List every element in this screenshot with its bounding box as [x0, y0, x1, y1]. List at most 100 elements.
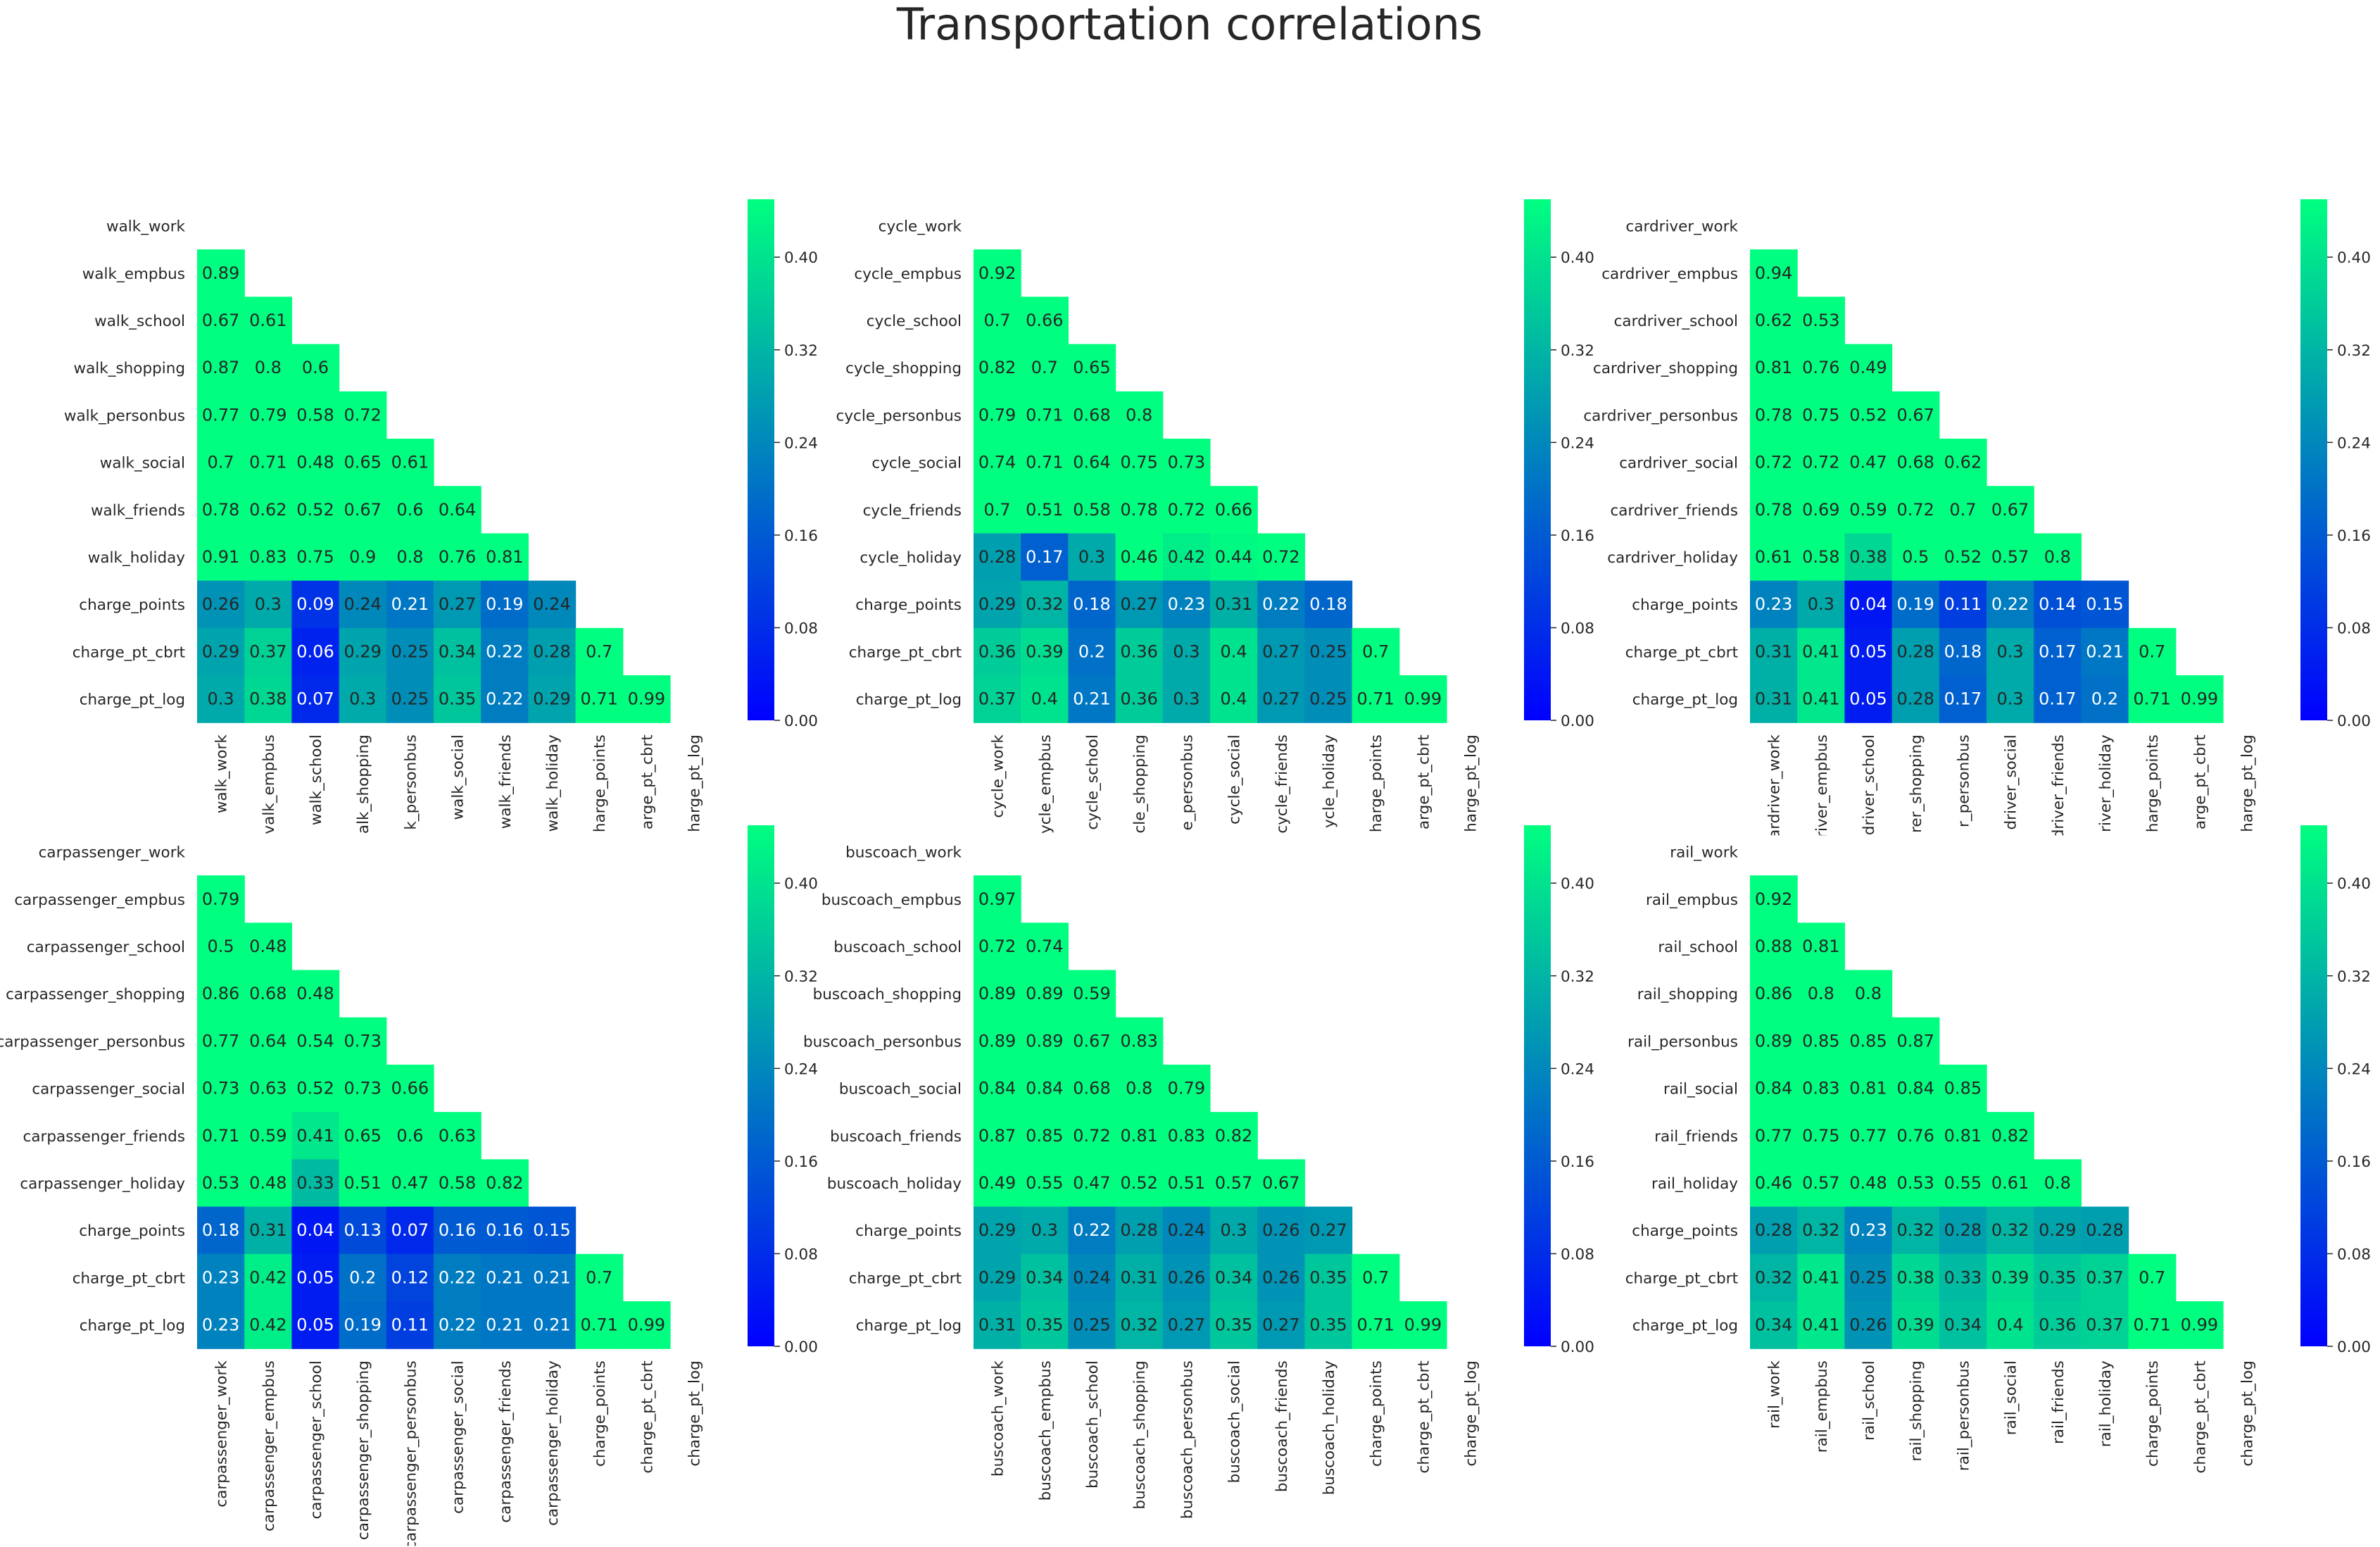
cell-value-label: 0.24	[533, 594, 570, 614]
heatmap-cell	[1304, 627, 1353, 676]
cell-value-label: 0.46	[1120, 547, 1157, 567]
heatmap-cell	[974, 1206, 1021, 1255]
heatmap-cell	[339, 627, 387, 676]
cell-value-label: 0.7	[984, 311, 1011, 330]
cell-value-label: 0.72	[1168, 500, 1205, 520]
cell-value-label: 0.32	[1896, 1220, 1934, 1240]
cell-value-label: 0.21	[391, 594, 429, 614]
heatmap-cell	[1257, 1253, 1305, 1302]
heatmap-cell	[622, 1301, 671, 1349]
column-tick-label: carpassenger_social	[450, 1360, 467, 1514]
row-tick-label: cycle_holiday	[860, 549, 962, 567]
heatmap-cell	[244, 1065, 292, 1113]
colorbar	[2300, 825, 2327, 1346]
cell-value-label: 0.9	[349, 547, 376, 567]
cell-value-label: 0.33	[296, 1173, 334, 1193]
heatmap-cell	[1210, 1159, 1258, 1208]
cell-value-label: 0.25	[391, 689, 429, 709]
colorbar-tick-label: 0.16	[2337, 527, 2371, 545]
heatmap-cell	[974, 1017, 1021, 1065]
cell-value-label: 0.74	[978, 453, 1016, 472]
colorbar-tick-label: 0.08	[2337, 1246, 2371, 1263]
row-tick-label: charge_pt_cbrt	[1625, 644, 1738, 661]
heatmap-cell	[1257, 1301, 1305, 1349]
heatmap-cell	[528, 627, 577, 676]
cell-value-label: 0.71	[2133, 1315, 2170, 1335]
row-tick-label: rail_personbus	[1627, 1033, 1738, 1051]
cell-value-label: 0.31	[1120, 1267, 1157, 1287]
column-tick-label: charge_pt_log	[686, 1360, 704, 1466]
heatmap-cell	[1162, 580, 1211, 629]
row-tick-label: walk_work	[106, 218, 186, 236]
cell-value-label: 0.31	[249, 1220, 287, 1240]
heatmap-cell	[244, 439, 292, 487]
colorbar-tick-label: 0.32	[1561, 968, 1594, 986]
heatmap-cell	[197, 1206, 245, 1255]
cell-value-label: 0.83	[249, 547, 287, 567]
heatmap-cell	[1068, 1017, 1116, 1065]
cell-value-label: 0.27	[1168, 1315, 1205, 1335]
cell-value-label: 0.42	[249, 1267, 287, 1287]
row-tick-label: walk_school	[94, 313, 185, 330]
heatmap-cell	[244, 296, 292, 345]
column-tick-label: driver_empbus	[1813, 734, 1831, 847]
cell-value-label: 0.21	[486, 1315, 523, 1335]
cell-value-label: 0.24	[1073, 1267, 1110, 1287]
heatmap-cell	[1750, 970, 1798, 1018]
heatmap-cell	[434, 486, 481, 534]
column-tick-label: harge_points	[1368, 734, 1385, 832]
column-tick-label: charge_points	[591, 1360, 609, 1467]
cell-value-label: 0.79	[1168, 1079, 1205, 1098]
row-tick-label: carpassenger_personbus	[0, 1033, 185, 1051]
colorbar-tick-label: 0.16	[784, 1153, 818, 1171]
heatmap-cell	[1797, 486, 1845, 534]
row-tick-label: charge_points	[1632, 1222, 1738, 1240]
row-tick-label: carpassenger_social	[32, 1081, 185, 1098]
heatmap-cell	[1021, 1253, 1069, 1302]
heatmap-cell	[1939, 533, 1987, 582]
column-tick-label: buscoach_school	[1084, 1360, 1102, 1489]
column-tick-label: rail_empbus	[1813, 1360, 1831, 1453]
row-tick-label: charge_points	[855, 1222, 962, 1240]
heatmap-cell	[1844, 1159, 1893, 1208]
cell-value-label: 0.32	[1026, 594, 1063, 614]
cell-value-label: 0.63	[249, 1079, 287, 1098]
heatmap-cell	[575, 1253, 624, 1302]
cell-value-label: 0.53	[1896, 1173, 1934, 1193]
cell-value-label: 0.55	[1944, 1173, 1982, 1193]
colorbar-tick-label: 0.00	[784, 713, 818, 730]
colorbar-tick-label: 0.40	[1561, 249, 1594, 267]
cell-value-label: 0.05	[296, 1315, 334, 1335]
heatmap-cell	[386, 1206, 434, 1255]
cell-value-label: 0.51	[1168, 1173, 1205, 1193]
heatmap-cell	[974, 922, 1021, 971]
heatmap-cell	[1750, 533, 1798, 582]
cell-value-label: 0.49	[978, 1173, 1016, 1193]
heatmap-cell	[339, 486, 387, 534]
cell-value-label: 0.72	[1262, 547, 1299, 567]
cell-value-label: 0.29	[344, 641, 381, 661]
cell-value-label: 0.3	[1997, 641, 2024, 661]
column-tick-label: carpassenger_personbus	[402, 1360, 420, 1547]
heatmap-cell	[1021, 296, 1069, 345]
heatmap-cell	[1939, 1206, 1987, 1255]
cell-value-label: 0.85	[1802, 1031, 1839, 1051]
cell-value-label: 0.23	[1849, 1220, 1887, 1240]
cell-value-label: 0.27	[1262, 641, 1299, 661]
heatmap-cell	[1257, 627, 1305, 676]
heatmap-cell	[1797, 1112, 1845, 1160]
heatmap-cell	[197, 533, 245, 582]
heatmap-cell	[1115, 1112, 1164, 1160]
heatmap-cell	[1939, 627, 1987, 676]
column-tick-label: alk_shopping	[355, 734, 372, 834]
heatmap-cell	[1021, 1206, 1069, 1255]
cell-value-label: 0.7	[1362, 1267, 1389, 1287]
heatmap-cell	[339, 1112, 387, 1160]
heatmap-cell	[1797, 439, 1845, 487]
heatmap-cell	[386, 1253, 434, 1302]
heatmap-cell	[1750, 249, 1798, 297]
colorbar-tick-label: 0.16	[1561, 527, 1594, 545]
heatmap-cell	[1352, 1253, 1400, 1302]
heatmap-cell	[1987, 627, 2034, 676]
heatmap-cell	[481, 1301, 529, 1349]
